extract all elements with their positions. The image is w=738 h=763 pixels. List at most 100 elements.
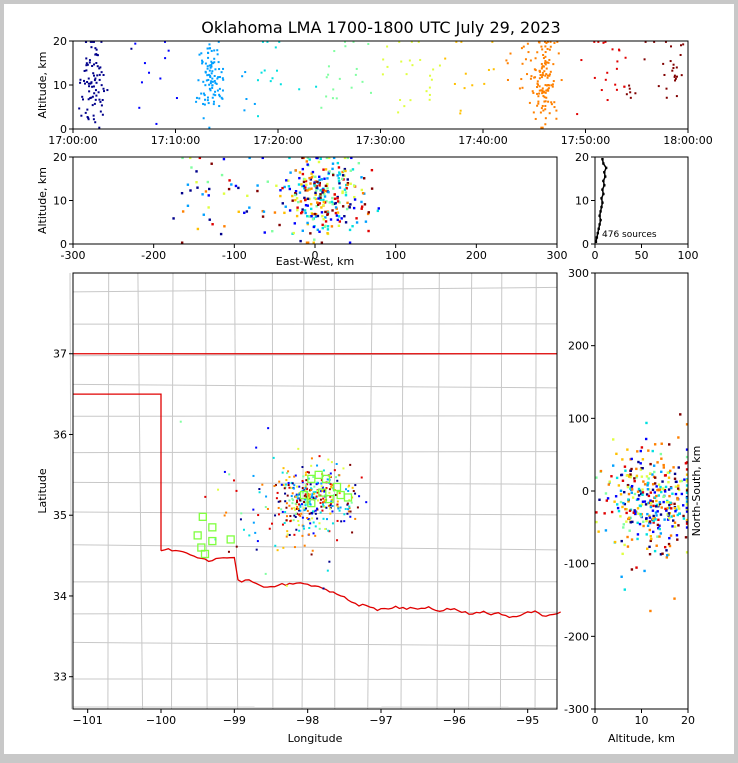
time-height-point xyxy=(460,110,462,112)
ew-height-point xyxy=(353,196,355,198)
plan-view-point xyxy=(265,506,267,508)
time-height-point xyxy=(519,87,521,89)
time-height-point xyxy=(550,46,552,48)
time-height-point xyxy=(217,90,219,92)
plan-view-point xyxy=(299,515,301,517)
ew-height-point xyxy=(208,188,210,190)
ew-height-point xyxy=(181,192,183,194)
time-height-point xyxy=(545,92,547,94)
ns-height-point xyxy=(660,453,662,455)
ns-height-point xyxy=(665,486,667,488)
ns-height-point xyxy=(607,497,609,499)
plan-view-point xyxy=(351,531,353,533)
plan-view-point xyxy=(306,517,308,519)
ew-height-point xyxy=(310,187,312,189)
ns-height-point xyxy=(635,468,637,470)
ew-height-point xyxy=(278,224,280,226)
time-height-point xyxy=(532,92,534,94)
time-height-point xyxy=(91,86,93,88)
time-height-point xyxy=(207,52,209,54)
time-height-point xyxy=(213,58,215,60)
ew-height-point xyxy=(285,206,287,208)
plan-view-point xyxy=(313,521,315,523)
plan-view-point xyxy=(313,532,315,534)
ns-height-point xyxy=(645,503,647,505)
time-height-point xyxy=(211,87,213,89)
time-height-point xyxy=(629,88,631,90)
ns-height-point xyxy=(623,523,625,525)
ew-height-point xyxy=(361,205,363,207)
plan-view-point xyxy=(281,484,283,486)
plan-view-point xyxy=(311,553,313,555)
plan-view-point xyxy=(305,484,307,486)
ns-height-y-tick-label: -200 xyxy=(564,630,589,643)
ew-height-point xyxy=(301,208,303,210)
ns-height-point xyxy=(669,470,671,472)
ew-height-point xyxy=(338,180,340,182)
ew-height-point xyxy=(207,181,209,183)
time-height-point xyxy=(209,64,211,66)
time-height-point xyxy=(159,78,161,80)
ew-height-point xyxy=(306,160,308,162)
time-height-point xyxy=(257,79,259,81)
time-height-point xyxy=(670,60,672,62)
ew-height-point xyxy=(196,186,198,188)
time-height-point xyxy=(176,97,178,99)
time-height-point xyxy=(444,58,446,60)
plan-view-point xyxy=(323,588,325,590)
plan-view-point xyxy=(284,493,286,495)
ns-height-point xyxy=(670,507,672,509)
ew-height-point xyxy=(339,186,341,188)
plan-view-point xyxy=(278,501,280,503)
time-height-point xyxy=(203,117,205,119)
plan-view-point xyxy=(309,513,311,515)
plan-view-point xyxy=(243,529,245,531)
ns-height-point xyxy=(630,468,632,470)
alt-histogram-x-tick-label: 50 xyxy=(635,249,649,262)
ns-height-point xyxy=(674,510,676,512)
ns-height-point xyxy=(652,505,654,507)
plan-view-point xyxy=(286,536,288,538)
time-height-point xyxy=(432,68,434,70)
ns-height-point xyxy=(683,517,685,519)
time-height-point xyxy=(200,93,202,95)
ew-height-point xyxy=(319,193,321,195)
time-height-point xyxy=(213,49,215,51)
time-height-point xyxy=(545,73,547,75)
ew-height-point xyxy=(362,192,364,194)
time-height-point xyxy=(93,118,95,120)
plan-view-point xyxy=(294,546,296,548)
ns-height-point xyxy=(657,510,659,512)
ns-height-point xyxy=(595,511,597,513)
ns-height-point xyxy=(662,501,664,503)
ew-height-point xyxy=(195,170,197,172)
ns-height-point xyxy=(625,520,627,522)
time-height-point xyxy=(676,76,678,78)
ns-height-point xyxy=(627,545,629,547)
ew-height-point xyxy=(337,219,339,221)
time-height-point xyxy=(535,69,537,71)
time-height-point xyxy=(332,97,334,99)
ew-height-point xyxy=(346,208,348,210)
time-height-ylabel: Altitude, km xyxy=(36,51,49,118)
ns-height-point xyxy=(659,528,661,530)
ns-height-x-tick-label: 10 xyxy=(635,714,649,727)
plan-view-point xyxy=(348,485,350,487)
time-height-point xyxy=(218,61,220,63)
time-height-point xyxy=(530,60,532,62)
plan-view-point xyxy=(248,534,250,536)
ns-height-point xyxy=(624,588,626,590)
time-height-point xyxy=(541,92,543,94)
ns-height-point xyxy=(627,498,629,500)
ns-height-point xyxy=(617,507,619,509)
ns-height-point xyxy=(652,489,654,491)
time-height-point xyxy=(547,90,549,92)
ew-height-point xyxy=(337,162,339,164)
time-height-point xyxy=(92,104,94,106)
plan-view-point xyxy=(329,504,331,506)
ns-height-point xyxy=(639,513,641,515)
time-height-point xyxy=(96,82,98,84)
time-height-point xyxy=(533,111,535,113)
alt-histogram-point xyxy=(602,180,604,182)
time-height-point xyxy=(98,91,100,93)
